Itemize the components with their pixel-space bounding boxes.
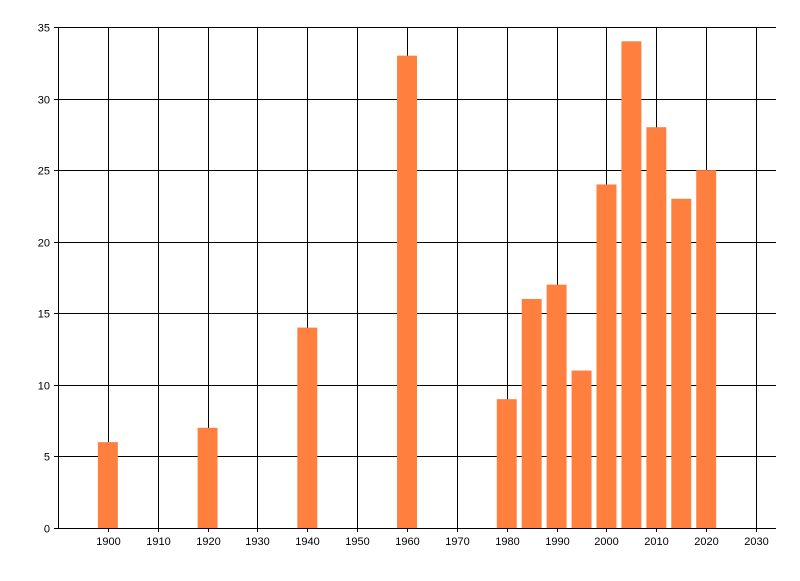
y-tick-label: 5 bbox=[44, 452, 50, 464]
x-tick-label: 2000 bbox=[594, 536, 618, 548]
x-tick-label: 1930 bbox=[245, 536, 269, 548]
bar-1985 bbox=[521, 298, 542, 528]
x-tick-label: 1920 bbox=[196, 536, 220, 548]
bar-2000 bbox=[596, 184, 617, 528]
bar-1980 bbox=[496, 399, 517, 528]
y-tick-label: 30 bbox=[38, 95, 50, 107]
bars bbox=[97, 41, 717, 529]
x-tick-label: 1940 bbox=[295, 536, 319, 548]
y-tick-label: 15 bbox=[38, 309, 50, 321]
y-tick-labels: 0 5 10 15 20 25 30 35 bbox=[38, 23, 50, 536]
x-tick-label: 1960 bbox=[395, 536, 419, 548]
x-tick-label: 2020 bbox=[694, 536, 718, 548]
bar-1920 bbox=[197, 427, 218, 528]
y-tick-label: 20 bbox=[38, 238, 50, 250]
x-tick-label: 2030 bbox=[744, 536, 768, 548]
x-tick-label: 1970 bbox=[445, 536, 469, 548]
bar-1900 bbox=[97, 442, 118, 528]
bar-2020 bbox=[696, 170, 717, 528]
bar-1990 bbox=[546, 284, 567, 528]
bar-1995 bbox=[571, 370, 592, 528]
y-tick-label: 25 bbox=[38, 166, 50, 178]
x-tick-label: 1990 bbox=[545, 536, 569, 548]
bar-1940 bbox=[297, 327, 318, 528]
bar-2010 bbox=[646, 127, 667, 528]
y-tick-label: 0 bbox=[44, 524, 50, 536]
x-tick-label: 1980 bbox=[495, 536, 519, 548]
x-tick-label: 1950 bbox=[345, 536, 369, 548]
x-tick-labels: 1900 1910 1920 1930 1940 1950 1960 1970 1980 1990… bbox=[96, 536, 768, 548]
bar-2015 bbox=[671, 198, 692, 528]
x-tick-label: 1910 bbox=[146, 536, 170, 548]
bar-1960 bbox=[397, 55, 417, 528]
x-tick-label: 2010 bbox=[644, 536, 668, 548]
bar-2005 bbox=[621, 41, 642, 529]
axes bbox=[54, 27, 776, 532]
y-tick-label: 35 bbox=[38, 23, 50, 35]
x-tick-label: 1900 bbox=[96, 536, 120, 548]
y-tick-label: 10 bbox=[38, 381, 50, 393]
